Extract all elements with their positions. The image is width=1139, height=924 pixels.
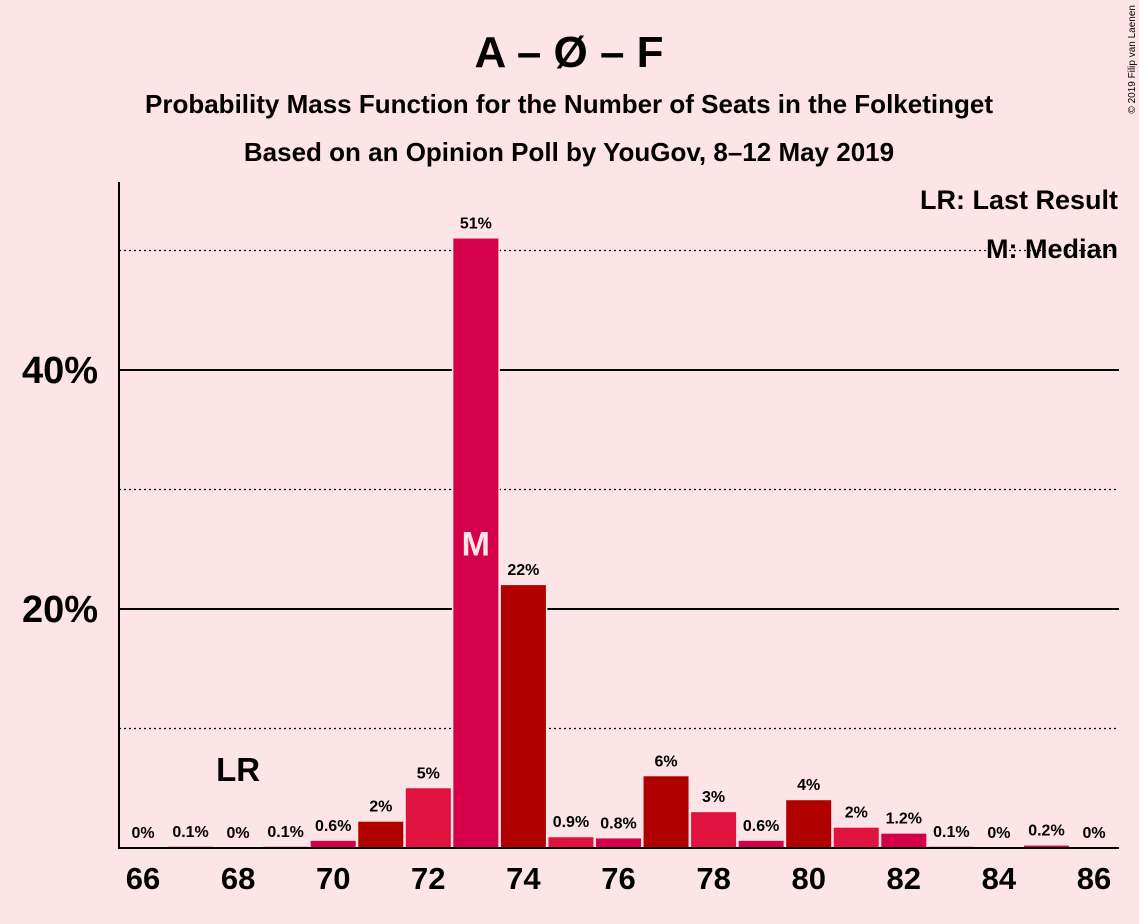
legend-median: M: Median	[986, 234, 1118, 264]
x-tick-label-86: 86	[1077, 861, 1111, 896]
value-label-83: 0.1%	[933, 824, 969, 841]
last-result-marker: LR	[216, 751, 260, 788]
value-label-86: 0%	[1082, 825, 1105, 842]
x-tick-label-70: 70	[316, 861, 350, 896]
value-label-67: 0.1%	[172, 824, 208, 841]
bar-72	[405, 788, 451, 848]
bar-77	[643, 776, 689, 848]
bar-73	[453, 238, 499, 849]
bar-75	[548, 837, 594, 848]
x-tick-label-84: 84	[982, 861, 1017, 896]
x-tick-label-76: 76	[601, 861, 635, 896]
y-tick-label: 40%	[22, 350, 98, 392]
bar-79	[738, 840, 784, 848]
bar-80	[786, 800, 832, 848]
value-label-74: 22%	[507, 562, 539, 579]
value-label-81: 2%	[845, 805, 868, 822]
value-label-85: 0.2%	[1028, 823, 1064, 840]
gridlines	[119, 248, 1119, 731]
value-label-69: 0.1%	[267, 824, 303, 841]
bar-71	[358, 821, 404, 848]
value-label-66: 0%	[131, 825, 154, 842]
median-marker: M	[462, 525, 490, 563]
bar-81	[833, 827, 879, 848]
bar-76	[596, 838, 641, 848]
x-tick-label-82: 82	[887, 861, 921, 896]
x-axis-ticks: 66 68 70 72 74 76 78 80 82 84 86	[126, 861, 1111, 896]
x-tick-label-66: 66	[126, 861, 160, 896]
value-labels: 0% 0.1% 0% 0.1% 0.6% 2% 5% 51% 22% 0.9% 0.8% 6% 3% 0.…	[131, 216, 1105, 842]
x-tick-label-72: 72	[411, 861, 445, 896]
value-label-71: 2%	[369, 799, 392, 816]
value-label-79: 0.6%	[743, 818, 779, 835]
value-label-73: 51%	[460, 216, 492, 233]
value-label-72: 5%	[417, 765, 440, 782]
value-label-76: 0.8%	[600, 815, 636, 832]
legend-last-result: LR: Last Result	[920, 185, 1118, 215]
bar-70	[310, 840, 356, 848]
value-label-84: 0%	[987, 825, 1010, 842]
chart-subtitle-1: Probability Mass Function for the Number…	[145, 89, 993, 119]
bar-85	[1023, 845, 1069, 848]
value-label-70: 0.6%	[315, 818, 351, 835]
chart-title: A – Ø – F	[474, 28, 663, 77]
value-label-82: 1.2%	[886, 811, 922, 828]
value-label-80: 4%	[797, 777, 820, 794]
markers: LR M	[216, 525, 490, 788]
bars	[168, 238, 1069, 849]
x-tick-label-74: 74	[506, 861, 541, 896]
y-axis-ticks: 20% 40%	[22, 350, 98, 631]
x-tick-label-68: 68	[221, 861, 255, 896]
bar-82	[881, 833, 927, 848]
value-label-78: 3%	[702, 789, 725, 806]
x-tick-label-78: 78	[696, 861, 730, 896]
y-tick-label: 20%	[22, 589, 98, 631]
copyright-credit: © 2019 Filip van Laenen	[1127, 5, 1138, 114]
x-tick-label-80: 80	[791, 861, 825, 896]
bar-74	[500, 585, 546, 848]
value-label-68: 0%	[227, 825, 250, 842]
value-label-77: 6%	[654, 753, 677, 770]
value-label-75: 0.9%	[553, 814, 589, 831]
chart-subtitle-2: Based on an Opinion Poll by YouGov, 8–12…	[244, 137, 894, 167]
bar-78	[691, 812, 737, 848]
